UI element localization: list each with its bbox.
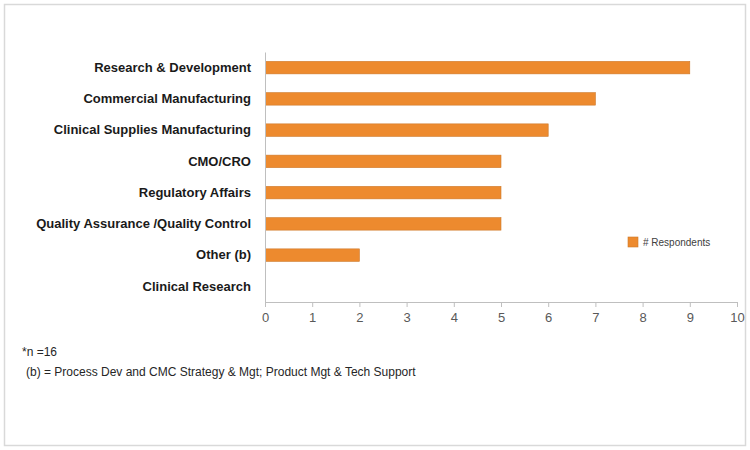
bar <box>265 249 359 262</box>
y-tick-label: Clinical Supplies Manufacturing <box>54 122 251 137</box>
x-tick-mark <box>359 302 360 307</box>
bar <box>265 124 548 137</box>
bar <box>265 186 501 199</box>
x-tick-label: 6 <box>545 310 552 325</box>
y-tick-label: Commercial Manufacturing <box>83 91 251 106</box>
bar <box>265 218 501 231</box>
x-tick-label: 2 <box>356 310 363 325</box>
y-tick-label: Other (b) <box>196 247 251 262</box>
legend-label: # Respondents <box>643 237 710 248</box>
y-tick: Clinical Research <box>143 279 265 294</box>
x-tick: 9 <box>687 302 694 325</box>
y-tick: Other (b) <box>196 247 265 262</box>
x-tick-mark <box>312 302 313 307</box>
bar <box>265 155 501 168</box>
y-tick-label: CMO/CRO <box>188 154 251 169</box>
y-tick: Regulatory Affairs <box>139 185 265 200</box>
x-tick: 3 <box>403 302 410 325</box>
x-tick-mark <box>407 302 408 307</box>
x-tick-label: 1 <box>309 310 316 325</box>
x-tick-label: 0 <box>262 310 269 325</box>
y-axis: Research & Development Commercial Manufac… <box>36 53 265 303</box>
x-tick-mark <box>548 302 549 307</box>
annotation: (b) = Process Dev and CMC Strategy & Mgt… <box>26 365 416 379</box>
x-tick: 8 <box>639 302 646 325</box>
x-tick: 5 <box>498 302 505 325</box>
legend: # Respondents <box>628 237 710 248</box>
x-tick: 10 <box>730 302 744 325</box>
x-tick-mark <box>595 302 596 307</box>
y-tick: CMO/CRO <box>188 154 265 169</box>
x-tick-label: 9 <box>687 310 694 325</box>
x-tick-label: 10 <box>730 310 744 325</box>
x-tick: 1 <box>309 302 316 325</box>
x-tick-label: 5 <box>498 310 505 325</box>
y-tick: Research & Development <box>94 60 265 75</box>
y-tick-label: Clinical Research <box>143 279 251 294</box>
y-tick: Quality Assurance /Quality Control <box>36 216 265 231</box>
frame <box>5 5 746 446</box>
legend-swatch <box>628 237 638 247</box>
chart: 0 1 2 3 4 5 6 7 8 9 10 Research & Development Commer… <box>0 0 750 450</box>
x-tick-mark <box>690 302 691 307</box>
x-tick: 7 <box>592 302 599 325</box>
x-tick-mark <box>454 302 455 307</box>
x-tick-label: 8 <box>639 310 646 325</box>
x-tick-mark <box>265 302 266 307</box>
x-tick-label: 3 <box>403 310 410 325</box>
x-tick-label: 4 <box>451 310 458 325</box>
x-tick: 0 <box>262 302 269 325</box>
y-tick-label: Regulatory Affairs <box>139 185 251 200</box>
x-tick-label: 7 <box>592 310 599 325</box>
x-tick-mark <box>643 302 644 307</box>
bar <box>265 93 595 106</box>
y-tick-label: Quality Assurance /Quality Control <box>36 216 251 231</box>
bar <box>265 61 690 74</box>
x-tick: 2 <box>356 302 363 325</box>
x-tick-mark <box>737 302 738 307</box>
y-tick-label: Research & Development <box>94 60 251 75</box>
y-tick: Commercial Manufacturing <box>83 91 265 106</box>
y-axis-line <box>265 53 266 303</box>
x-tick: 6 <box>545 302 552 325</box>
y-tick: Clinical Supplies Manufacturing <box>54 122 265 137</box>
x-tick: 4 <box>451 302 458 325</box>
annotation: *n =16 <box>22 345 57 359</box>
x-axis: 0 1 2 3 4 5 6 7 8 9 10 <box>262 302 745 325</box>
x-tick-mark <box>501 302 502 307</box>
annotations: *n =16 (b) = Process Dev and CMC Strategy… <box>22 345 416 379</box>
bars <box>265 61 690 261</box>
